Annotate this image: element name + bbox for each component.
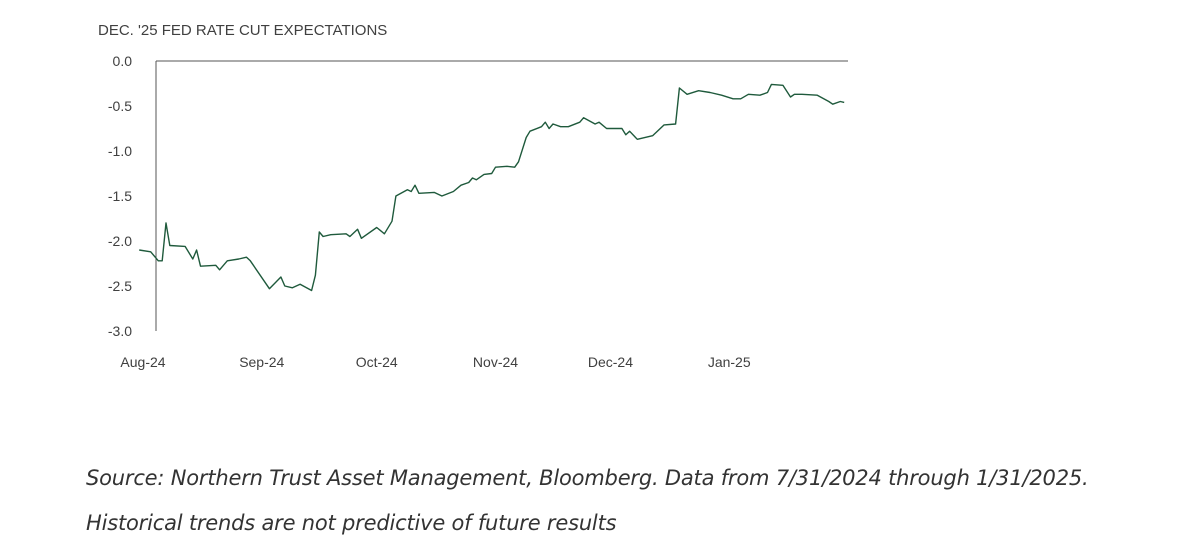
y-tick-label: -2.0 (108, 233, 132, 249)
y-tick-label: -2.5 (108, 278, 132, 294)
y-tick-label: -3.0 (108, 323, 132, 339)
y-tick-label: 0.0 (113, 53, 133, 69)
x-tick-label: Jan-25 (708, 354, 751, 370)
x-axis: Aug-24 Sep-24 Oct-24 Nov-24 Dec-24 Jan-25 (120, 60, 848, 370)
series-group (139, 83, 845, 292)
x-tick-label: Dec-24 (588, 354, 633, 370)
y-tick-label: -1.0 (108, 143, 132, 159)
x-tick-label: Sep-24 (239, 354, 284, 370)
x-tick-label: Nov-24 (473, 354, 518, 370)
series-line (139, 83, 845, 292)
source-note: Source: Northern Trust Asset Management,… (86, 466, 1089, 490)
y-axis: 0.0 -0.5 -1.0 -1.5 -2.0 -2.5 -3.0 (108, 53, 157, 339)
disclaimer-note: Historical trends are not predictive of … (86, 511, 617, 535)
chart-title: DEC. '25 FED RATE CUT EXPECTATIONS (98, 22, 387, 39)
x-tick-label: Aug-24 (120, 354, 165, 370)
x-tick-label: Oct-24 (356, 354, 398, 370)
y-tick-label: -1.5 (108, 188, 132, 204)
y-tick-label: -0.5 (108, 98, 132, 114)
chart: DEC. '25 FED RATE CUT EXPECTATIONS 0.0 -0… (98, 22, 848, 370)
